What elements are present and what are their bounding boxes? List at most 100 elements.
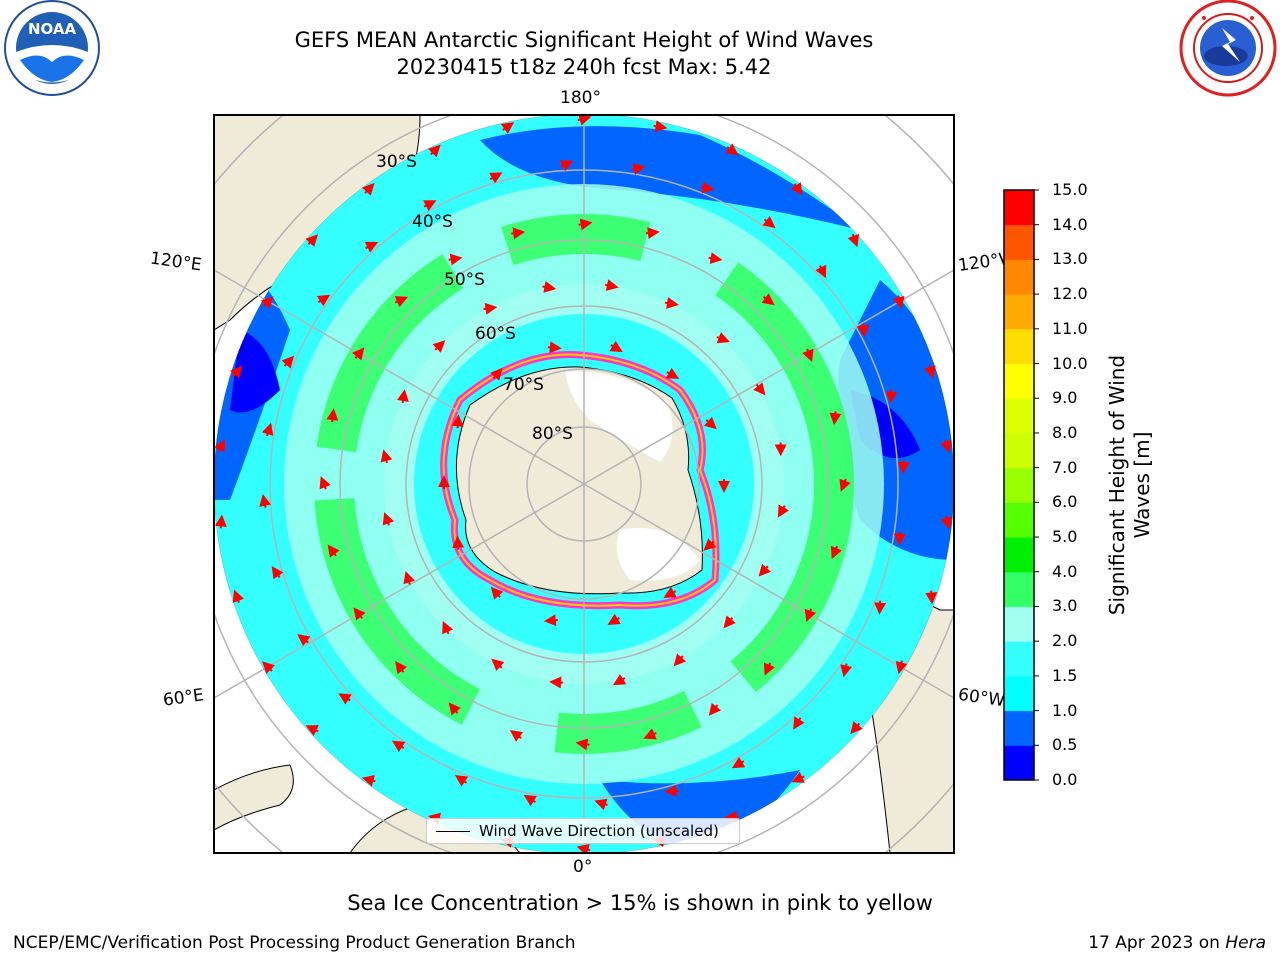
colorbar-tick-label: 6.0 bbox=[1052, 492, 1078, 512]
wave-direction-arrow bbox=[361, 774, 376, 787]
colorbar-bin bbox=[1004, 259, 1034, 295]
lat-label-30s: 30°S bbox=[376, 152, 417, 172]
colorbar-bin bbox=[1004, 294, 1034, 330]
colorbar-tick-label: 13.0 bbox=[1052, 249, 1088, 269]
wave-direction-arrow bbox=[793, 716, 805, 730]
wave-direction-arrow bbox=[664, 785, 679, 798]
colorbar-bin bbox=[1004, 224, 1034, 260]
wave-direction-arrow bbox=[708, 702, 721, 716]
colorbar-tick-label: 3.0 bbox=[1052, 596, 1078, 616]
wave-direction-arrow bbox=[509, 729, 524, 742]
wave-direction-arrow bbox=[777, 504, 789, 518]
chart-title: GEFS MEAN Antarctic Significant Height o… bbox=[294, 28, 874, 52]
credit-text: NCEP/EMC/Verification Post Processing Pr… bbox=[13, 933, 576, 953]
wave-direction-arrow bbox=[892, 295, 905, 310]
wave-direction-arrow bbox=[490, 586, 504, 600]
colorbar-tick-label: 15.0 bbox=[1052, 180, 1088, 199]
date-stamp: 17 Apr 2023 on Hera bbox=[1088, 933, 1266, 953]
wave-direction-arrow bbox=[885, 389, 898, 404]
colorbar-tick-label: 4.0 bbox=[1052, 561, 1078, 581]
machine-name: Hera bbox=[1225, 933, 1266, 953]
lat-label-40s: 40°S bbox=[412, 212, 453, 232]
wave-direction-arrow bbox=[489, 172, 503, 184]
wave-direction-arrow bbox=[895, 660, 908, 675]
sea-ice-note: Sea Ice Concentration > 15% is shown in … bbox=[347, 891, 933, 915]
wave-direction-arrow bbox=[394, 296, 409, 308]
wave-direction-arrow bbox=[448, 253, 463, 266]
colorbar-bin bbox=[1004, 432, 1034, 469]
chart-subtitle: 20230415 t18z 240h fcst Max: 5.42 bbox=[396, 55, 772, 79]
nws-logo-icon bbox=[1179, 0, 1277, 97]
wave-direction-arrow bbox=[442, 620, 454, 635]
colorbar-bin bbox=[1004, 363, 1034, 399]
wave-direction-arrow bbox=[830, 545, 842, 560]
colorbar-tick-label: 14.0 bbox=[1052, 214, 1088, 234]
wave-direction-arrow bbox=[575, 738, 590, 751]
wave-direction-arrow bbox=[260, 296, 274, 309]
wave-direction-arrow bbox=[762, 215, 776, 229]
wave-direction-arrow bbox=[261, 422, 274, 437]
wave-direction-arrow bbox=[664, 297, 679, 309]
wave-direction-arrow bbox=[829, 411, 842, 426]
colorbar-bin bbox=[1004, 190, 1034, 226]
wave-direction-arrow bbox=[857, 323, 870, 338]
legend-line-icon bbox=[436, 830, 470, 832]
wave-direction-arrow bbox=[924, 364, 936, 379]
wave-direction-arrow bbox=[578, 218, 593, 231]
wave-direction-arrow bbox=[665, 367, 680, 379]
wave-direction-arrow bbox=[940, 515, 953, 530]
wave-direction-arrow bbox=[326, 408, 339, 423]
wave-direction-arrow bbox=[761, 293, 775, 306]
wave-direction-arrow bbox=[850, 721, 863, 735]
wave-direction-arrow bbox=[549, 676, 564, 689]
colorbar-tick-label: 7.0 bbox=[1052, 457, 1078, 477]
wave-direction-arrow bbox=[361, 182, 375, 196]
wave-direction-arrow bbox=[423, 200, 437, 212]
colorbar-title: Significant Height of Wind Waves [m] bbox=[1105, 354, 1154, 616]
wave-direction-arrow bbox=[490, 367, 503, 381]
wave-direction-arrow bbox=[897, 460, 910, 475]
wave-direction-arrow bbox=[753, 382, 766, 396]
wave-direction-arrow bbox=[703, 416, 717, 430]
colorbar-bin bbox=[1004, 745, 1034, 781]
wave-direction-arrow bbox=[542, 280, 557, 293]
wave-direction-arrow bbox=[297, 634, 311, 647]
wave-direction-arrow bbox=[229, 365, 243, 379]
colorbar-tick-label: 11.0 bbox=[1052, 318, 1088, 338]
wave-direction-arrow bbox=[940, 439, 952, 454]
wave-direction-arrow bbox=[763, 662, 775, 676]
wave-direction-arrow bbox=[305, 234, 319, 248]
colorbar-tick-label: 0.0 bbox=[1052, 770, 1078, 789]
wave-direction-arrow bbox=[452, 535, 465, 550]
wave-direction-arrow bbox=[391, 740, 406, 753]
wave-direction-arrow bbox=[631, 163, 646, 175]
wave-direction-arrow bbox=[874, 600, 887, 615]
wave-direction-arrow bbox=[840, 663, 853, 678]
wave-direction-arrow bbox=[790, 182, 803, 196]
wave-direction-arrow bbox=[214, 514, 227, 529]
wave-direction-arrow bbox=[491, 658, 505, 672]
wave-direction-arrow bbox=[673, 653, 687, 667]
colorbar-bin bbox=[1004, 502, 1034, 538]
wave-direction-arrow bbox=[271, 566, 284, 580]
wave-direction-arrow bbox=[432, 340, 446, 353]
wave-direction-arrow bbox=[847, 233, 860, 248]
colorbar-bin bbox=[1004, 467, 1034, 503]
lon-label-0: 0° bbox=[573, 857, 593, 877]
wave-direction-arrow bbox=[428, 144, 441, 158]
colorbar-bin bbox=[1004, 710, 1034, 746]
wave-direction-arrow bbox=[758, 563, 772, 577]
wave-direction-arrow bbox=[316, 294, 331, 307]
wave-direction-arrow bbox=[353, 607, 366, 621]
colorbar-tick-label: 5.0 bbox=[1052, 527, 1078, 547]
lat-label-50s: 50°S bbox=[444, 270, 485, 290]
wave-direction-arrow bbox=[214, 439, 225, 453]
colorbar-bin bbox=[1004, 537, 1034, 573]
wave-direction-arrow bbox=[612, 673, 627, 686]
wave-direction-arrow bbox=[645, 227, 660, 240]
wave-direction-arrow bbox=[703, 538, 717, 551]
colorbar-bin bbox=[1004, 328, 1034, 365]
map-frame bbox=[213, 114, 955, 854]
colorbar-tick-label: 2.0 bbox=[1052, 631, 1078, 651]
